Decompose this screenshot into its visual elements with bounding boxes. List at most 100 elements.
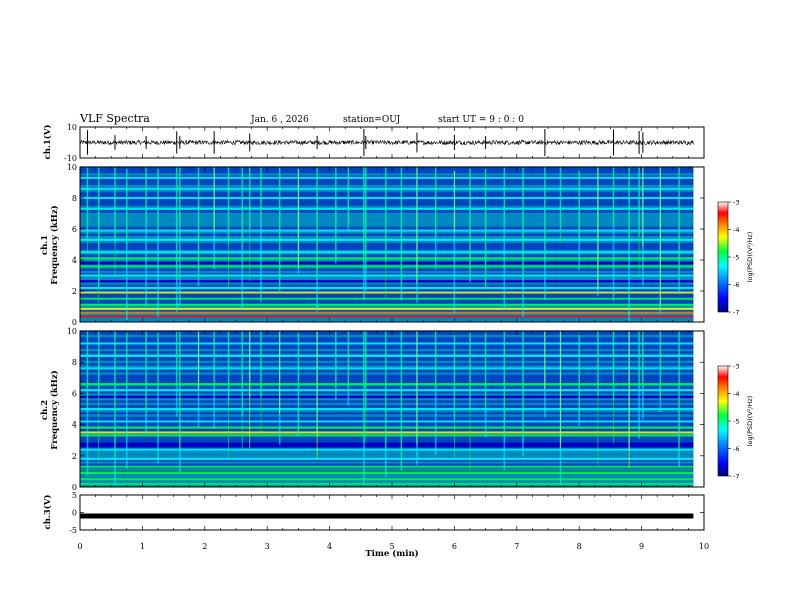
- spectrogram-sferic-core: [678, 167, 680, 280]
- spectrogram-sferic-core: [416, 331, 418, 445]
- spectrogram-row: [80, 377, 694, 380]
- spectrogram-row: [80, 191, 694, 195]
- spectrogram-sferic-core: [578, 331, 580, 420]
- ch1-noise-trace: [79, 139, 694, 146]
- date-label: Jan. 6 , 2026: [250, 115, 309, 125]
- station-label: station=OUJ: [343, 115, 401, 125]
- colorbar-tick-label: -7: [733, 473, 739, 481]
- spectrogram-band: [80, 426, 694, 429]
- spectrogram-sferic: [503, 167, 506, 310]
- spectrogram-sferic-core: [213, 331, 215, 391]
- y-tick-label: 2: [72, 287, 77, 296]
- ch1-waveform-ticks: 10 -10: [64, 123, 705, 163]
- spectrogram-row: [80, 402, 694, 406]
- spectrogram-row: [80, 189, 694, 192]
- spectrogram-row: [80, 470, 694, 473]
- ch1-spectrogram-panel: 0 2 4 6 8 10 ch.1 Frequency (kHz) -3 -4 -5 -6 -7 l…: [40, 163, 754, 327]
- y-tick-label: 0: [72, 318, 77, 327]
- spectrogram-row: [80, 351, 694, 354]
- spectrogram-row: [80, 444, 694, 448]
- spectrogram-sferic-core: [260, 331, 262, 433]
- spectrogram-band: [80, 457, 694, 460]
- spectrogram-sferic-core: [145, 331, 147, 413]
- spectrogram-sferic-core: [114, 331, 116, 460]
- spectrogram-row: [80, 440, 694, 443]
- y-tick-label: 0: [72, 483, 77, 492]
- y-tick-label: 8: [72, 358, 77, 367]
- y-tick-label: 6: [72, 225, 77, 234]
- spectrogram-row: [80, 346, 694, 349]
- spectrogram-row: [80, 374, 694, 378]
- spectrogram-row: [80, 358, 694, 361]
- colorbar-tick-label: -3: [733, 199, 739, 207]
- spectrogram-sferic-core: [503, 167, 505, 220]
- spectrogram-row: [80, 175, 694, 178]
- spectrogram-row: [80, 442, 694, 445]
- spectrogram-sferic-core: [298, 167, 299, 268]
- ch2-frequency-label: Frequency (kHz): [49, 370, 60, 449]
- time-axis-label: Time (min): [365, 548, 418, 559]
- spectrogram-sferic-core: [469, 167, 471, 283]
- spectrogram-sferic-core: [228, 331, 229, 460]
- y-tick-label: 2: [72, 452, 77, 461]
- spectrogram-band: [80, 482, 694, 485]
- spectrogram-sferic-core: [98, 167, 100, 303]
- spectrogram-row: [80, 398, 694, 401]
- spectrogram-row: [80, 435, 694, 438]
- spectrogram-sferic-core: [198, 167, 199, 279]
- spectrogram-row: [80, 386, 694, 389]
- spectrogram-band: [80, 251, 694, 254]
- spectrogram-sferic-core: [544, 331, 546, 390]
- spectrogram-row: [80, 461, 694, 464]
- spectrogram-sferic-core: [385, 167, 387, 298]
- colorbar-gradient: [717, 201, 729, 313]
- spectrogram-sferic-core: [628, 167, 630, 245]
- spectrogram-band: [80, 229, 694, 232]
- x-tick-label: 9: [639, 542, 644, 551]
- y-tick-label: -5: [69, 526, 77, 535]
- spectrogram-band: [80, 303, 694, 306]
- colorbar-tick-label: -7: [733, 309, 739, 317]
- spectrogram-row: [80, 381, 694, 385]
- spectrogram-band: [80, 291, 694, 294]
- ch2-channel-label: ch.2: [40, 400, 50, 420]
- spectrogram-sferic-core: [544, 167, 546, 259]
- spectrogram-sferic-core: [347, 331, 349, 391]
- spectrogram-sferic-core: [228, 167, 229, 288]
- spectrogram-sferic-core: [241, 331, 243, 450]
- spectrogram-row: [80, 201, 694, 204]
- y-tick-label: 4: [72, 421, 77, 430]
- colorbar-tick-label: -4: [733, 226, 739, 234]
- spectrogram-sferic-core: [522, 167, 524, 282]
- spectrogram-row: [80, 339, 694, 342]
- spectrogram-row: [80, 433, 694, 436]
- spectrogram-row: [80, 370, 694, 373]
- spectrogram-row: [80, 284, 694, 288]
- colorbar-label: log(PSD)(V²/Hz): [746, 232, 754, 283]
- spectrogram-sferic-core: [279, 167, 281, 293]
- spectrogram-sferic-core: [560, 167, 561, 243]
- spectrogram-row: [80, 277, 694, 281]
- ch1-colorbar: -3 -4 -5 -6 -7 log(PSD)(V²/Hz): [717, 199, 754, 317]
- spectrogram-sferic-core: [157, 167, 159, 231]
- spectrogram-row: [80, 428, 694, 431]
- spectrogram-row: [80, 416, 694, 420]
- spectrogram-row: [80, 379, 694, 382]
- spectrogram-band: [80, 465, 694, 468]
- spectrogram-row: [80, 391, 694, 394]
- spectrogram-sferic-core: [198, 331, 199, 390]
- spectrogram-row: [80, 217, 694, 220]
- spectrogram-row: [80, 226, 694, 229]
- spectrogram-sferic-core: [126, 331, 128, 393]
- ch3-trace-band: [80, 513, 694, 519]
- spectrogram-row: [80, 289, 694, 292]
- spectrogram-sferic-core: [179, 331, 181, 449]
- x-tick-label: 2: [202, 542, 207, 551]
- spectrogram-band: [80, 342, 694, 345]
- spectrogram-row: [80, 372, 694, 375]
- spectrogram-row: [80, 170, 694, 174]
- ch3-waveform-ylabel: ch.3(V): [42, 495, 53, 530]
- spectrogram-row: [80, 449, 694, 452]
- spectrogram-sferic-core: [279, 331, 281, 415]
